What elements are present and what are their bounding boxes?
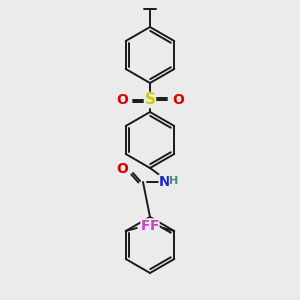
Text: N: N <box>159 175 171 189</box>
Text: F: F <box>149 219 159 233</box>
Text: O: O <box>116 93 128 107</box>
Text: O: O <box>116 162 128 176</box>
Text: F: F <box>141 219 151 233</box>
Text: H: H <box>169 176 178 186</box>
Text: O: O <box>172 93 184 107</box>
Text: S: S <box>145 92 155 107</box>
